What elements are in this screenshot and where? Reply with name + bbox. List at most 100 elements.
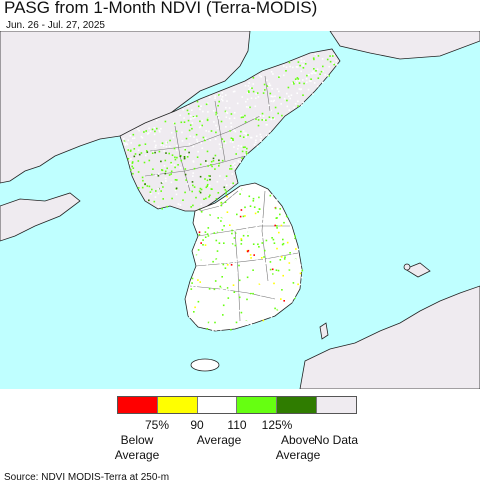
ndvi-pixel xyxy=(206,150,209,153)
ndvi-pixel xyxy=(217,104,219,107)
ndvi-pixel xyxy=(269,196,272,199)
ndvi-pixel xyxy=(162,198,164,200)
ndvi-pixel xyxy=(179,204,182,206)
ndvi-pixel xyxy=(257,243,259,246)
ndvi-pixel xyxy=(286,261,289,264)
ndvi-pixel xyxy=(270,216,272,218)
ndvi-pixel xyxy=(153,133,156,136)
ndvi-pixel xyxy=(255,225,258,228)
ndvi-pixel xyxy=(258,208,261,210)
ndvi-pixel xyxy=(168,145,171,148)
ndvi-pixel xyxy=(227,305,230,308)
ndvi-pixel xyxy=(208,96,211,98)
ndvi-pixel xyxy=(245,133,247,136)
ndvi-pixel xyxy=(211,280,214,282)
ndvi-pixel xyxy=(300,104,303,106)
ndvi-pixel xyxy=(275,257,278,260)
ndvi-pixel xyxy=(261,242,264,244)
ndvi-pixel xyxy=(300,57,303,60)
ndvi-pixel xyxy=(297,283,299,286)
ndvi-pixel xyxy=(219,94,221,97)
ndvi-pixel xyxy=(198,233,201,236)
ndvi-pixel xyxy=(183,117,185,119)
ndvi-pixel xyxy=(276,247,278,250)
ndvi-pixel xyxy=(194,254,196,257)
ndvi-pixel xyxy=(151,128,154,131)
ndvi-pixel xyxy=(232,138,234,140)
ndvi-pixel xyxy=(266,294,269,297)
ndvi-pixel xyxy=(131,161,134,163)
ndvi-pixel xyxy=(245,151,248,153)
ndvi-pixel xyxy=(211,188,213,190)
ndvi-pixel xyxy=(215,131,217,134)
ndvi-pixel xyxy=(302,67,305,69)
ndvi-pixel xyxy=(214,289,217,292)
ndvi-pixel xyxy=(220,323,222,325)
ndvi-pixel xyxy=(291,300,293,303)
ndvi-pixel xyxy=(268,116,271,118)
ndvi-pixel xyxy=(259,252,261,255)
ndvi-pixel xyxy=(230,328,232,331)
ndvi-pixel xyxy=(230,234,233,237)
ndvi-pixel xyxy=(287,221,289,223)
ndvi-pixel xyxy=(144,150,147,152)
ndvi-pixel xyxy=(236,277,238,279)
ndvi-pixel xyxy=(215,198,218,200)
ndvi-pixel xyxy=(272,251,274,253)
ndvi-pixel xyxy=(288,267,291,270)
ndvi-pixel xyxy=(218,165,220,167)
ndvi-pixel xyxy=(268,254,270,257)
legend-swatch-75-90 xyxy=(157,397,198,413)
ndvi-pixel xyxy=(251,286,254,289)
ndvi-pixel xyxy=(263,258,265,261)
ndvi-pixel xyxy=(159,131,161,133)
ndvi-pixel xyxy=(130,149,132,152)
ndvi-pixel xyxy=(227,272,230,274)
ndvi-pixel xyxy=(232,90,235,93)
ndvi-pixel xyxy=(204,297,206,299)
ndvi-pixel xyxy=(299,272,302,275)
ndvi-pixel xyxy=(294,78,297,80)
ndvi-pixel xyxy=(226,195,228,198)
ndvi-pixel xyxy=(218,272,221,275)
ndvi-pixel xyxy=(216,114,219,116)
ndvi-pixel xyxy=(165,145,168,148)
ndvi-pixel xyxy=(274,199,277,202)
ndvi-pixel xyxy=(205,311,208,314)
ndvi-pixel xyxy=(170,181,173,184)
ndvi-pixel xyxy=(140,135,143,138)
ndvi-pixel xyxy=(279,217,281,220)
ndvi-pixel xyxy=(196,156,199,158)
ndvi-pixel xyxy=(231,195,234,198)
ndvi-pixel xyxy=(255,97,257,99)
ndvi-pixel xyxy=(312,70,314,73)
ndvi-pixel xyxy=(270,95,273,98)
ndvi-pixel xyxy=(137,187,140,189)
ndvi-pixel xyxy=(213,238,215,241)
ndvi-pixel xyxy=(251,214,254,216)
ndvi-pixel xyxy=(288,271,291,273)
ndvi-pixel xyxy=(241,285,244,288)
ndvi-pixel xyxy=(200,259,202,261)
ndvi-pixel xyxy=(130,142,132,144)
ndvi-pixel xyxy=(200,253,202,255)
ndvi-pixel xyxy=(234,229,236,231)
ndvi-pixel xyxy=(274,247,276,250)
ndvi-pixel xyxy=(242,253,245,255)
ndvi-pixel xyxy=(247,315,250,318)
ndvi-pixel xyxy=(280,256,283,258)
ndvi-pixel xyxy=(263,83,266,86)
ndvi-pixel xyxy=(229,130,231,132)
ndvi-pixel xyxy=(276,259,279,261)
ndvi-pixel xyxy=(221,96,224,98)
shandong-landmass xyxy=(0,192,81,242)
ndvi-pixel xyxy=(191,190,193,193)
ndvi-pixel xyxy=(258,250,260,253)
ndvi-pixel xyxy=(283,221,285,224)
ndvi-pixel xyxy=(307,74,309,76)
ndvi-pixel xyxy=(233,274,236,277)
ndvi-pixel xyxy=(144,143,147,145)
ndvi-pixel xyxy=(148,199,150,202)
map-panel[interactable] xyxy=(0,31,480,389)
ndvi-pixel xyxy=(280,298,282,300)
